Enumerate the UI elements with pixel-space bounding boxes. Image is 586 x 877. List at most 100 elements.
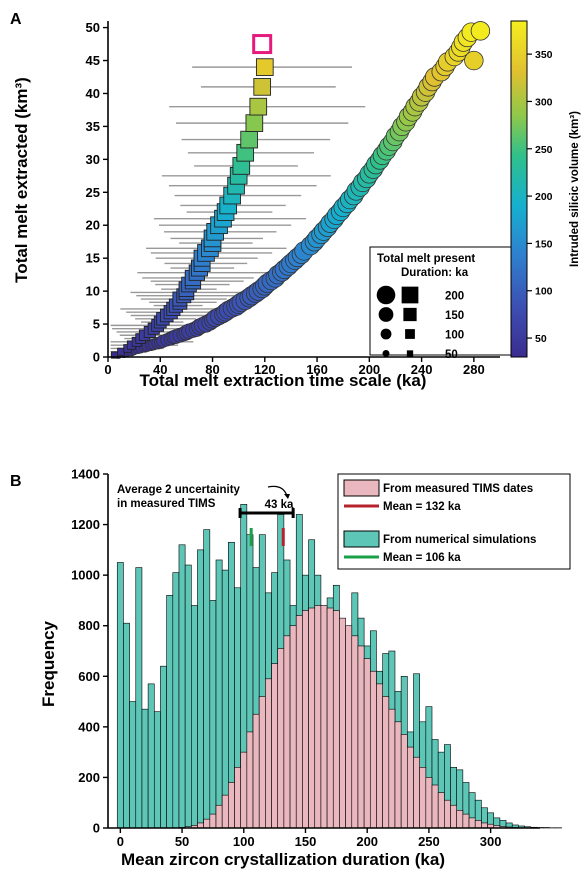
x-tick-label: 0 (117, 834, 124, 849)
legend-square (401, 286, 419, 304)
histogram-bar (369, 670, 377, 829)
y-tick-label: 400 (78, 719, 100, 734)
annotation-line-2: in measured TIMS (117, 498, 216, 510)
y-tick-label: 200 (78, 770, 100, 785)
histogram-bar (160, 665, 167, 829)
colorbar-tick-label: 250 (535, 144, 553, 156)
axes: 0 50 100 150 200 250 300 0 200 400 600 800 1000 1200 1… (71, 467, 540, 849)
histogram-bar (209, 600, 217, 829)
y-tick-label: 1400 (71, 467, 100, 482)
histogram-bar (246, 731, 254, 829)
y-tick-label: 50 (86, 20, 100, 35)
size-legend-subtitle: Duration: ka (401, 267, 469, 279)
histogram-bar (302, 610, 309, 829)
histogram-bar (277, 648, 285, 829)
x-tick-label: 300 (480, 834, 502, 849)
colorbar-tick-label: 50 (535, 333, 547, 345)
x-tick-label: 80 (205, 362, 219, 377)
data-point-square (240, 130, 258, 149)
histogram-bar (178, 544, 186, 829)
histogram-bar (228, 782, 235, 829)
histogram-bar (400, 734, 408, 829)
histogram-bar (407, 746, 414, 829)
x-tick-label: 100 (233, 834, 255, 849)
y-tick-label: 25 (86, 185, 100, 200)
histogram-bar (468, 817, 476, 829)
histogram-bar (474, 820, 482, 829)
histogram-bar (240, 751, 248, 829)
y-tick-label: 10 (86, 284, 100, 299)
legend-square (405, 329, 415, 339)
histogram-bar (172, 572, 180, 829)
histogram-bar (203, 818, 211, 829)
x-tick-label: 200 (356, 834, 378, 849)
histogram-bar (289, 625, 297, 829)
x-tick-label: 200 (358, 362, 380, 377)
highlighted-point (252, 34, 273, 55)
legend-circle (382, 350, 390, 357)
histogram-bar (221, 569, 229, 829)
histogram-bar (215, 559, 223, 829)
histogram-bar (129, 701, 137, 829)
y-tick-label: 600 (78, 669, 100, 684)
histogram-bar (450, 804, 457, 829)
histogram-bar (252, 713, 260, 829)
x-tick-label: 160 (306, 362, 328, 377)
histogram-bar (135, 567, 143, 829)
legend-size-label: 200 (445, 291, 464, 303)
colorbar: 50 100 150 200 250 300 350 Intruded silicic vo… (510, 20, 581, 358)
x-axis-label: Total melt extraction time scale (ka) (140, 371, 427, 390)
circle-series (114, 21, 491, 359)
data-point-square (245, 114, 264, 132)
uncertainty-annotation: Average 2 uncertainity in measured TIMS … (117, 484, 294, 511)
x-tick-label: 150 (295, 834, 317, 849)
mean-markers (238, 508, 295, 546)
legend-square (403, 307, 417, 322)
histogram-bar (357, 645, 365, 829)
colorbar-tick-label: 200 (535, 191, 553, 203)
histogram-bar (425, 777, 433, 829)
histogram-bar (542, 827, 550, 829)
histogram-bar (320, 605, 328, 829)
histogram-bar (203, 529, 211, 829)
y-tick-label: 20 (86, 218, 100, 233)
y-tick-label: 0 (93, 350, 100, 365)
histogram-bar (147, 683, 155, 829)
legend-circle (380, 328, 392, 340)
tims-mean-label: Mean = 132 ka (383, 501, 461, 513)
tims-legend-label: From measured TIMS dates (383, 483, 533, 495)
histogram-bar (234, 767, 241, 829)
histogram-bar (326, 607, 334, 829)
histogram-bar (413, 756, 420, 829)
panel-a: 0 40 80 120 160 200 240 280 0 5 10 15 20 25 30 35 40 45 50 (86, 20, 500, 377)
legend-size-label: 150 (445, 310, 464, 322)
legend-size-label: 50 (445, 349, 458, 361)
y-axis-label: Frequency (39, 620, 58, 707)
histogram-bar (382, 696, 390, 829)
histogram-bar (209, 813, 217, 829)
histogram-bar (141, 708, 149, 829)
histogram-bar (363, 658, 371, 829)
sim-legend-label: From numerical simulations (383, 534, 536, 546)
x-tick-label: 50 (175, 834, 189, 849)
histogram-bar (184, 564, 192, 829)
y-axis-label: Total melt extracted (km³) (12, 77, 31, 283)
legend-square (406, 350, 414, 357)
colorbar-gradient (510, 20, 528, 358)
histogram-bar (123, 622, 130, 829)
data-point-square (255, 58, 274, 76)
y-tick-label: 30 (86, 152, 100, 167)
x-tick-label: 280 (463, 362, 485, 377)
colorbar-label: Intruded silicic volume (km³) (569, 111, 581, 267)
data-point-square (249, 97, 268, 116)
arrow-head-icon (284, 494, 290, 499)
legend-circle (378, 307, 394, 322)
size-legend-box (369, 246, 523, 356)
histogram-bar (437, 792, 445, 829)
tims-swatch (343, 479, 380, 497)
legend-circle (376, 285, 396, 305)
histogram-bar (265, 678, 272, 829)
x-tick-label: 40 (153, 362, 167, 377)
histogram-bar (345, 625, 353, 829)
